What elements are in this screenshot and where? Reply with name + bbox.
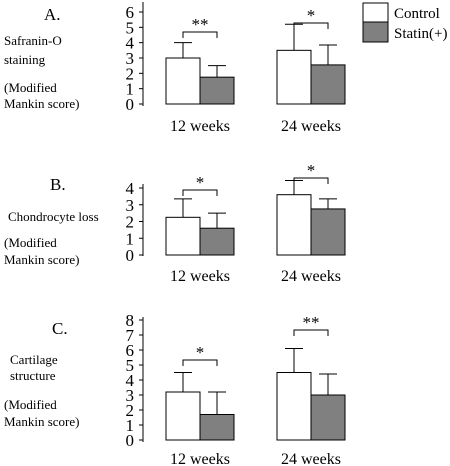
y-tick-label: 1: [126, 80, 135, 99]
y-tick-label: 2: [126, 401, 135, 420]
significance-bracket: [293, 329, 329, 336]
significance-marker: *: [196, 343, 205, 362]
bar-control: [276, 49, 312, 105]
y-tick-label: 5: [126, 356, 135, 375]
legend-label-control: Control: [394, 6, 440, 22]
significance-marker: **: [192, 15, 209, 34]
y-description-line-1: Chondrocyte loss: [8, 209, 99, 224]
x-category-label: 12 weeks: [170, 268, 230, 285]
panel-letter: B.: [50, 175, 66, 194]
y-description-line-4: Mankin score): [4, 414, 79, 429]
bar-control: [165, 216, 201, 256]
legend: Control Statin(+): [362, 2, 447, 43]
y-description-line-4: Mankin score): [4, 252, 79, 267]
x-category-label: 24 weeks: [281, 268, 341, 285]
y-tick-label: 6: [126, 341, 135, 360]
y-tick-label: 4: [126, 179, 135, 198]
bar-control: [165, 57, 201, 105]
significance-marker: *: [307, 6, 316, 25]
significance-bracket: [182, 31, 218, 38]
bar-statin: [199, 227, 235, 256]
x-category-label: 24 weeks: [281, 451, 341, 466]
x-category-label: 24 weeks: [281, 118, 341, 135]
legend-swatch-statin: [362, 21, 389, 43]
bar-control: [165, 391, 201, 441]
y-tick-label: 5: [126, 18, 135, 37]
y-tick-label: 3: [126, 196, 135, 215]
y-description-line-3: (Modified: [4, 235, 57, 250]
y-description-line-3: (Modified: [4, 397, 57, 412]
y-tick-label: 6: [126, 3, 135, 22]
y-tick-label: 4: [126, 34, 135, 53]
y-tick-label: 4: [126, 371, 135, 390]
bar-control: [276, 194, 312, 256]
bar-control: [276, 372, 312, 441]
significance-bracket: [182, 359, 218, 366]
y-tick-label: 2: [126, 64, 135, 83]
bar-statin: [310, 208, 346, 256]
bar-statin: [199, 76, 235, 105]
y-tick-label: 3: [126, 386, 135, 405]
y-description-line-4: Mankin score): [4, 96, 79, 111]
y-description-line-2: staining: [4, 52, 46, 67]
y-tick-label: 0: [126, 95, 135, 114]
legend-label-statin: Statin(+): [394, 26, 447, 42]
significance-marker: *: [307, 161, 316, 180]
y-tick-label: 0: [126, 431, 135, 450]
panel-c: C. Cartilage structure (Modified Mankin …: [4, 311, 346, 466]
y-tick-label: 7: [126, 326, 135, 345]
y-description-line-1: Safranin-O: [4, 33, 62, 48]
bar-statin: [310, 394, 346, 441]
significance-bracket: [182, 189, 218, 196]
y-tick-label: 1: [126, 229, 135, 248]
y-description-line-1: Cartilage: [10, 352, 58, 367]
y-description-line-2: structure: [10, 368, 56, 383]
significance-marker: *: [196, 173, 205, 192]
panel-letter: A.: [44, 5, 61, 24]
x-category-label: 12 weeks: [170, 451, 230, 466]
significance-marker: **: [303, 313, 320, 332]
y-tick-label: 8: [126, 311, 135, 330]
significance-bracket: [293, 177, 329, 184]
legend-swatch-control: [362, 2, 389, 24]
significance-bracket: [293, 22, 329, 29]
y-tick-label: 1: [126, 416, 135, 435]
bar-statin: [199, 414, 235, 441]
y-tick-label: 2: [126, 213, 135, 232]
y-tick-label: 3: [126, 49, 135, 68]
y-tick-label: 0: [126, 246, 135, 265]
panel-b: B. Chondrocyte loss (Modified Mankin sco…: [4, 161, 346, 285]
panel-a: A. Safranin-O staining (Modified Mankin …: [4, 2, 346, 135]
y-description-line-3: (Modified: [4, 80, 57, 95]
x-category-label: 12 weeks: [170, 118, 230, 135]
panel-letter: C.: [52, 319, 68, 338]
bar-statin: [310, 64, 346, 105]
